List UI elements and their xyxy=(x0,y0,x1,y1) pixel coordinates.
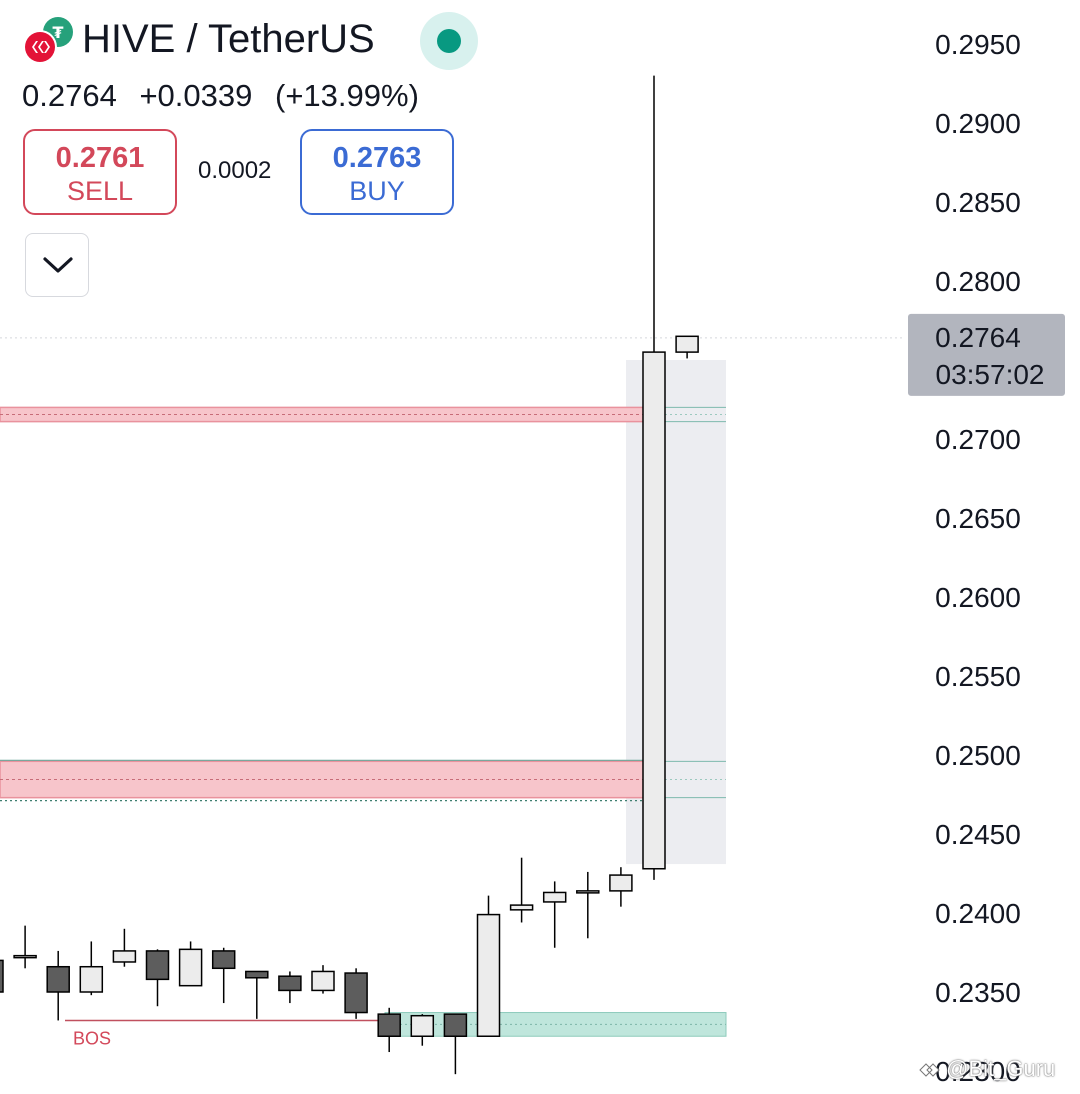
candle-body xyxy=(278,975,302,992)
sell-price: 0.2761 xyxy=(55,142,145,174)
bos-label: BOS xyxy=(73,1028,111,1048)
candle-body xyxy=(145,950,170,981)
y-axis-tick-label: 0.2900 xyxy=(935,108,1021,139)
y-axis-tick-label: 0.2700 xyxy=(935,424,1021,455)
candle-body xyxy=(211,950,236,970)
candle-body xyxy=(311,970,335,992)
candle-body xyxy=(377,1013,401,1037)
last-price: 0.2764 xyxy=(22,78,117,113)
y-axis-tick-label: 0.2300 xyxy=(935,1056,1021,1087)
sell-label: SELL xyxy=(66,176,134,206)
candle-body xyxy=(79,965,104,993)
y-axis-tick-label: 0.2650 xyxy=(935,503,1021,534)
candle-body xyxy=(675,335,699,353)
buy-label: BUY xyxy=(349,176,405,206)
candle xyxy=(211,947,236,1004)
candle xyxy=(443,1013,468,1075)
candle xyxy=(0,959,4,993)
candle xyxy=(476,895,501,1037)
candle-body xyxy=(443,1013,468,1037)
watermark: @Bit_Guru xyxy=(918,1056,1055,1082)
candle xyxy=(178,941,203,987)
candle-body xyxy=(509,904,534,911)
candle xyxy=(509,857,534,923)
watermark-text: @Bit_Guru xyxy=(946,1056,1056,1081)
spread-value: 0.0002 xyxy=(198,157,272,184)
quote-row: 0.2764 +0.0339 (+13.99%) xyxy=(22,78,433,114)
candle xyxy=(278,971,302,1004)
svg-text:₮: ₮ xyxy=(52,23,63,42)
candle xyxy=(145,949,170,1007)
watermark-logo-icon xyxy=(919,1063,940,1077)
y-axis-tick-label: 0.2450 xyxy=(935,819,1021,850)
y-axis-tick-label: 0.2850 xyxy=(935,187,1021,218)
y-axis-tick-label: 0.2950 xyxy=(935,29,1021,60)
y-axis-tick-label: 0.2400 xyxy=(935,898,1021,929)
y-axis-tick-label: 0.2600 xyxy=(935,582,1021,613)
y-axis-tick-label: 0.2550 xyxy=(935,661,1021,692)
y-axis-tick-label: 0.2350 xyxy=(935,977,1021,1008)
candle-body xyxy=(410,1014,435,1037)
candle xyxy=(609,867,633,907)
candle xyxy=(46,950,70,1021)
price-change: +0.0339 xyxy=(139,78,253,113)
candle xyxy=(245,970,269,1019)
candle-body xyxy=(542,891,567,903)
candle xyxy=(542,881,567,948)
candle-body xyxy=(112,950,137,963)
market-status-indicator[interactable] xyxy=(420,12,478,70)
candle-body xyxy=(344,972,368,1014)
candle xyxy=(13,925,37,969)
candle-body xyxy=(245,970,269,979)
candle xyxy=(410,1014,435,1046)
candle xyxy=(576,871,600,939)
current-price-label: 0.2764 xyxy=(935,322,1021,353)
candle-body xyxy=(642,351,666,870)
candle xyxy=(112,928,137,967)
collapse-button[interactable] xyxy=(25,233,89,297)
candle xyxy=(344,968,368,1019)
candle xyxy=(377,1007,401,1053)
candle-body xyxy=(46,965,70,993)
candle-body xyxy=(13,954,37,959)
chevron-down-icon xyxy=(43,257,73,273)
market-open-dot-icon xyxy=(437,29,461,53)
buy-price: 0.2763 xyxy=(332,142,422,174)
candle-body xyxy=(0,959,4,993)
candle-body xyxy=(476,913,501,1037)
candle xyxy=(79,941,104,996)
sell-button[interactable]: 0.2761 SELL xyxy=(23,129,177,215)
candle xyxy=(675,335,699,359)
candle-body xyxy=(576,890,600,894)
price-change-percent: (+13.99%) xyxy=(275,78,419,113)
hive-tether-logo-icon: ₮ xyxy=(23,17,73,64)
y-axis-tick-label: 0.2800 xyxy=(935,266,1021,297)
candle-countdown-label: 03:57:02 xyxy=(936,359,1045,390)
buy-button[interactable]: 0.2763 BUY xyxy=(300,129,454,215)
candle xyxy=(311,965,335,994)
candle-body xyxy=(178,948,203,987)
pair-title[interactable]: HIVE / TetherUS xyxy=(82,17,375,61)
y-axis-tick-label: 0.2500 xyxy=(935,740,1021,771)
candle-body xyxy=(609,874,633,892)
current-price-badge xyxy=(908,313,1065,396)
candle xyxy=(642,75,666,880)
